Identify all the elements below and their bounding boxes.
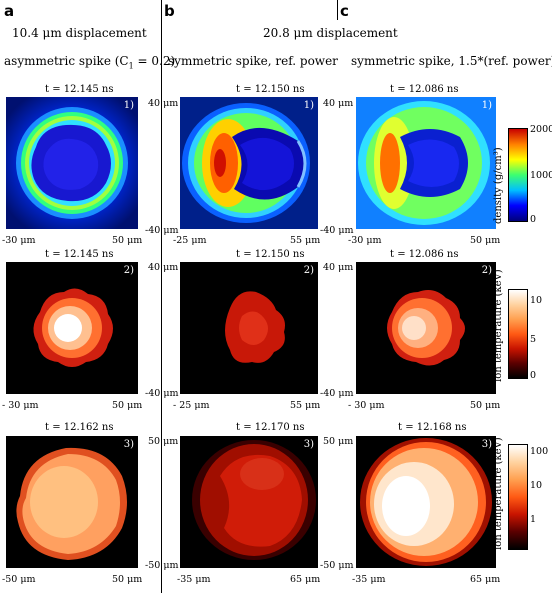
colorbar1-label: density (g/cm³) (493, 147, 504, 224)
row2-tick-b-right: 55 μm (290, 400, 321, 411)
header-a-text: asymmetric spike (C (4, 54, 129, 68)
row3-index-c: 3) (481, 439, 492, 450)
row2-tick-a-left: - 30 μm (2, 400, 39, 411)
colorbar3-tick-bottom: 1 (530, 514, 537, 525)
colorbar2-tick-bottom: 0 (530, 370, 537, 381)
colorbar3-tick-top: 100 (530, 446, 549, 457)
row3-index-a: 3) (123, 439, 134, 450)
row3-tick-a-right: 50 μm (112, 574, 143, 585)
header-a-text-end: = 0.2) (133, 54, 176, 68)
row1-tick-c-bottom: -40 μm (320, 225, 354, 236)
temperature-log-map-c: 3) (356, 436, 496, 568)
row2-time-b: t = 12.150 ns (236, 249, 305, 260)
row2-time-a: t = 12.145 ns (45, 249, 114, 260)
colorbar1-tick-bottom: 0 (530, 214, 537, 225)
row3-tick-b-right: 65 μm (290, 574, 321, 585)
row1-tick-c-top: 40 μm (323, 98, 354, 109)
row2-tick-a-right: 50 μm (112, 400, 143, 411)
row1-tick-b-top: 40 μm (148, 98, 179, 109)
row3-time-b: t = 12.170 ns (236, 422, 305, 433)
row2-index-a: 2) (123, 265, 134, 276)
header-bc-displacement: 20.8 μm displacement (263, 26, 398, 40)
header-a-description: asymmetric spike (C1 = 0.2) (4, 54, 175, 70)
density-map-a: 1) (6, 97, 138, 229)
row1-tick-b-left: -25 μm (173, 235, 207, 246)
row1-time-a: t = 12.145 ns (45, 84, 114, 95)
row2-tick-b-left: - 25 μm (173, 400, 210, 411)
header-c-description: symmetric spike, 1.5*(ref. power) (351, 54, 552, 68)
row3-time-c: t = 12.168 ns (398, 422, 467, 433)
row1-tick-c-right: 50 μm (470, 235, 501, 246)
row1-index-c: 1) (481, 100, 492, 111)
row2-tick-c-left: - 30 μm (348, 400, 385, 411)
colorbar2-tick-mid: 5 (530, 334, 537, 345)
row1-time-b: t = 12.150 ns (236, 84, 305, 95)
column-divider-right (337, 0, 338, 20)
panel-letter-a: a (4, 2, 15, 20)
row2-time-c: t = 12.086 ns (390, 249, 459, 260)
temperature-log-map-a: 3) (6, 436, 138, 568)
row2-tick-c-top: 40 μm (323, 262, 354, 273)
row3-tick-b-bottom: -50 μm (145, 560, 179, 571)
header-a-displacement: 10.4 μm displacement (12, 26, 147, 40)
row1-time-c: t = 12.086 ns (390, 84, 459, 95)
row1-tick-a-right: 50 μm (112, 235, 143, 246)
row3-time-a: t = 12.162 ns (45, 422, 114, 433)
colorbar2-label: ion temperature (keV) (493, 269, 504, 382)
temperature-colorbar-linear (508, 289, 528, 379)
row2-tick-b-top: 40 μm (148, 262, 179, 273)
row3-tick-c-right: 65 μm (470, 574, 501, 585)
row1-tick-a-left: -30 μm (2, 235, 36, 246)
column-divider-left (161, 0, 162, 593)
row3-tick-b-left: -35 μm (177, 574, 211, 585)
row2-tick-c-right: 50 μm (470, 400, 501, 411)
density-colorbar (508, 128, 528, 222)
row3-tick-c-top: 50 μm (323, 436, 354, 447)
row3-tick-a-left: -50 μm (2, 574, 36, 585)
header-b-description: symmetric spike, ref. power (168, 54, 338, 68)
row3-tick-c-bottom: -50 μm (320, 560, 354, 571)
temperature-map-c: 2) (356, 262, 496, 394)
temperature-colorbar-log (508, 444, 528, 550)
row1-tick-c-left: -30 μm (348, 235, 382, 246)
row3-tick-c-left: -35 μm (352, 574, 386, 585)
density-map-b: 1) (180, 97, 318, 229)
row2-index-c: 2) (481, 265, 492, 276)
temperature-log-map-b: 3) (180, 436, 318, 568)
row2-tick-c-bottom: -40 μm (320, 388, 354, 399)
colorbar2-tick-top: 10 (530, 295, 543, 306)
colorbar3-label: ion temperature (keV) (493, 437, 504, 550)
temperature-map-b: 2) (180, 262, 318, 394)
row1-tick-b-right: 55 μm (290, 235, 321, 246)
row1-index-b: 1) (303, 100, 314, 111)
density-map-c: 1) (356, 97, 496, 229)
panel-letter-b: b (164, 2, 175, 20)
colorbar1-tick-mid: 1000 (530, 170, 552, 181)
row1-index-a: 1) (123, 100, 134, 111)
row2-tick-b-bottom: -40 μm (145, 388, 179, 399)
row1-tick-b-bottom: -40 μm (145, 225, 179, 236)
colorbar1-tick-top: 2000 (530, 124, 552, 135)
colorbar3-tick-mid: 10 (530, 480, 543, 491)
header-a-subscript: 1 (128, 61, 134, 71)
row3-tick-b-top: 50 μm (148, 436, 179, 447)
temperature-map-a: 2) (6, 262, 138, 394)
panel-letter-c: c (340, 2, 349, 20)
row3-index-b: 3) (303, 439, 314, 450)
row2-index-b: 2) (303, 265, 314, 276)
